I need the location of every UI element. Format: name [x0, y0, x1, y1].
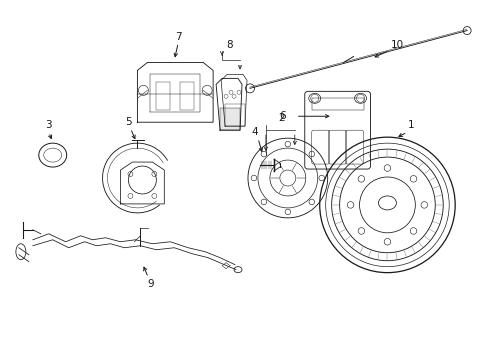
Text: 7: 7: [175, 32, 181, 41]
Text: 5: 5: [125, 117, 131, 127]
Text: 3: 3: [45, 120, 52, 130]
Text: 10: 10: [390, 40, 403, 50]
Polygon shape: [220, 108, 240, 130]
Text: 2: 2: [278, 113, 285, 123]
Bar: [311, 98, 363, 110]
Text: 9: 9: [147, 279, 153, 289]
Text: 1: 1: [407, 120, 414, 130]
Text: 4: 4: [251, 127, 258, 137]
Text: 6: 6: [279, 111, 285, 121]
Bar: [180, 82, 194, 110]
Text: 8: 8: [226, 40, 233, 50]
Bar: [156, 82, 170, 110]
